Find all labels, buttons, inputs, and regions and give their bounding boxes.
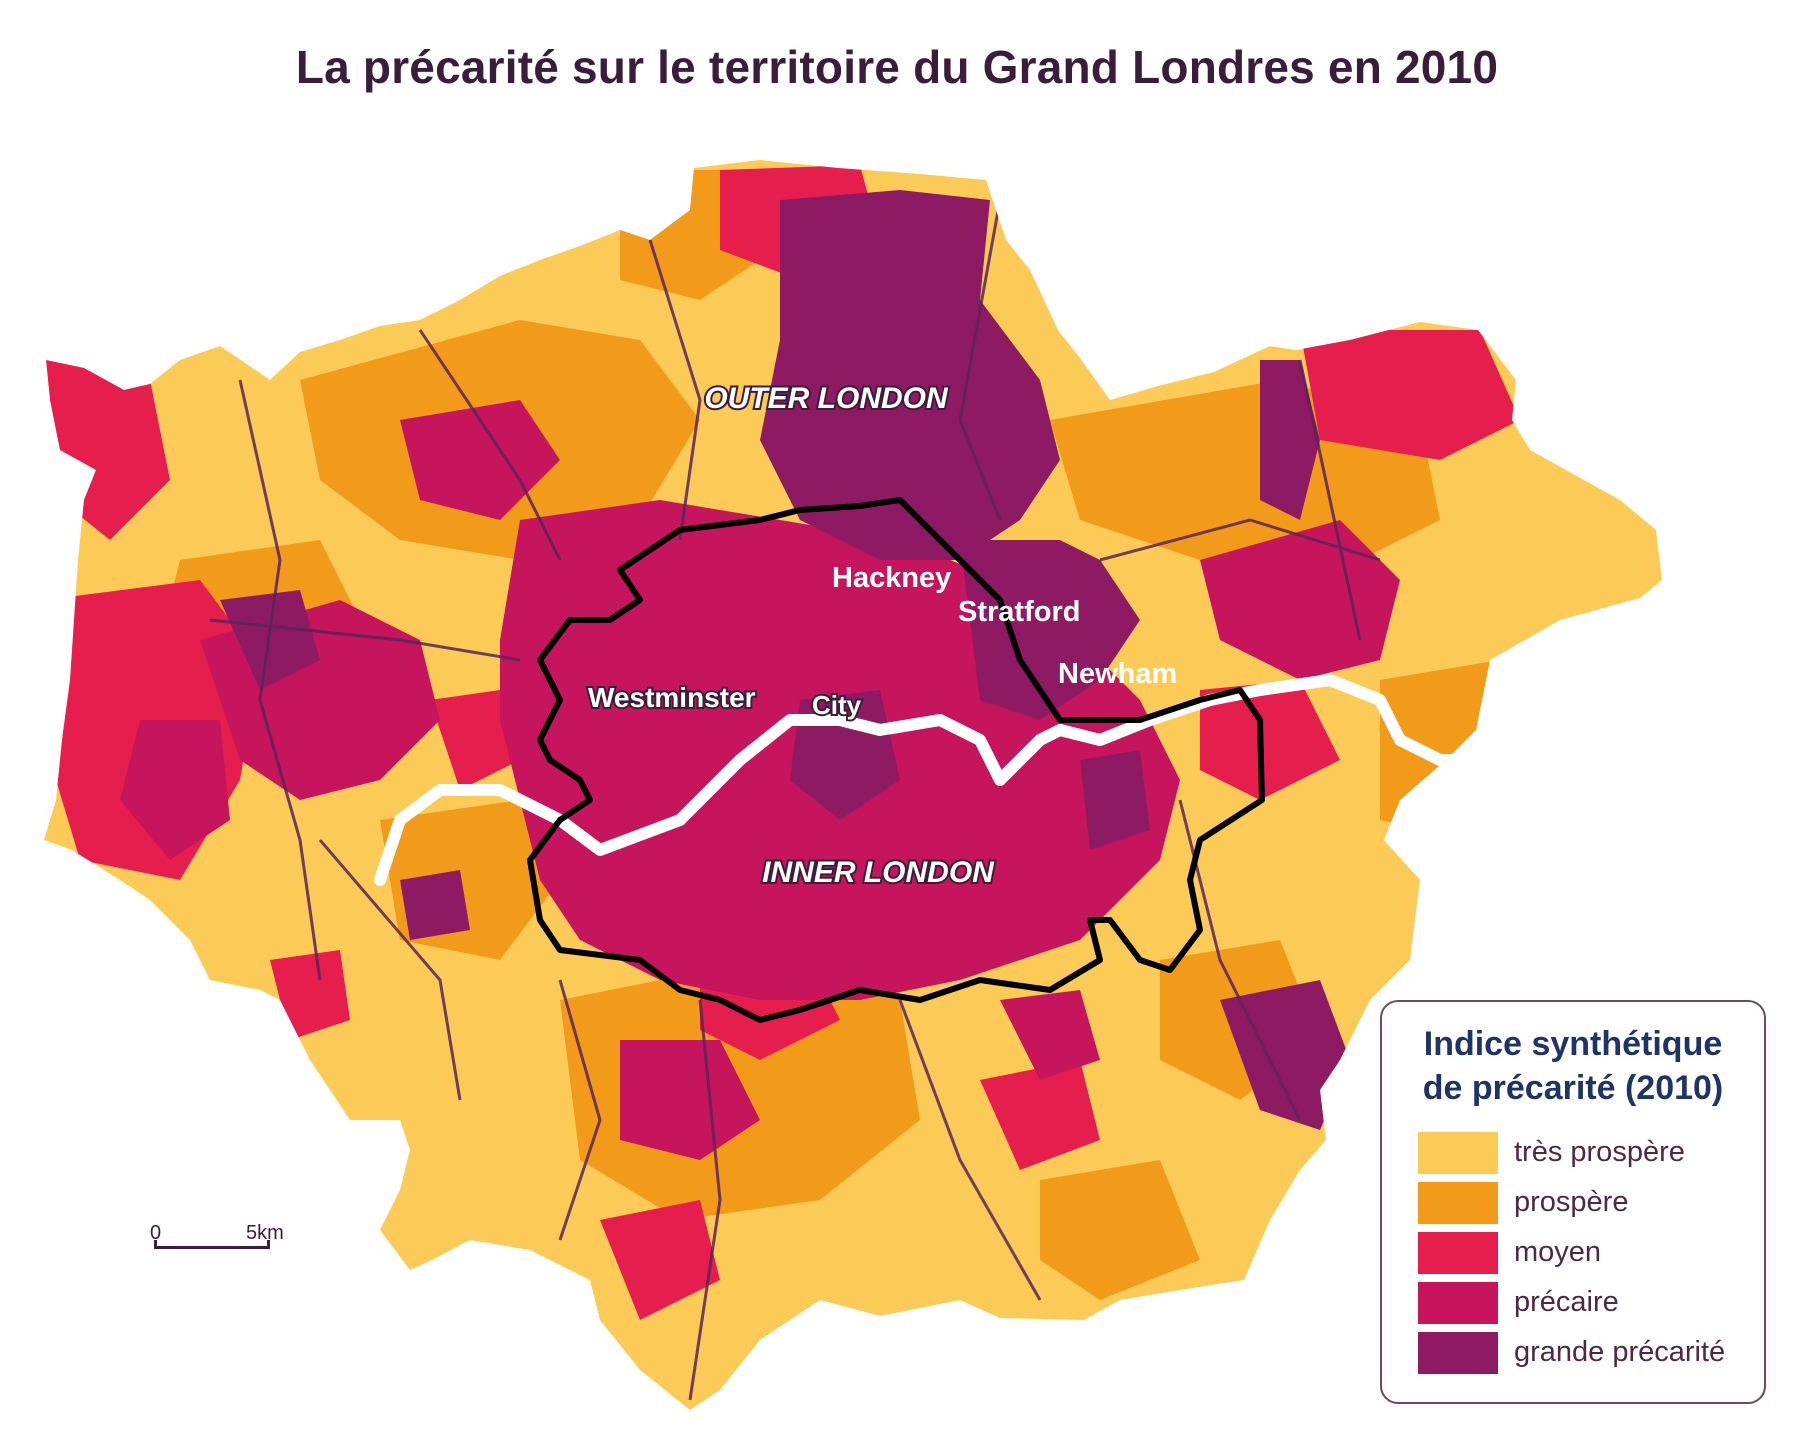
inner-london-boundary (527, 497, 1265, 1023)
legend-item: prospère (1418, 1182, 1748, 1224)
legend-label: grande précarité (1514, 1336, 1726, 1368)
river-thames (374, 674, 1566, 886)
label-hackney: Hackney (832, 562, 951, 594)
zones-grande-precarite (220, 190, 1350, 1130)
legend-item: moyen (1418, 1232, 1748, 1274)
label-outer-london: OUTER LONDON (704, 382, 949, 415)
legend-label: précaire (1514, 1286, 1619, 1318)
legend-swatch (1418, 1332, 1498, 1374)
legend-label: très prospère (1514, 1136, 1685, 1168)
legend-item: précaire (1418, 1282, 1748, 1324)
legend-label: moyen (1514, 1236, 1602, 1268)
legend: Indice synthétique de précarité (2010) t… (1380, 1000, 1766, 1404)
scale-bar: 0 5km (150, 1222, 284, 1252)
scale-tick-right (267, 1240, 270, 1249)
label-city: City (812, 690, 862, 720)
legend-swatch (1418, 1182, 1498, 1224)
legend-title-line2: de précarité (2010) (1422, 1069, 1724, 1107)
scale-line (154, 1246, 270, 1249)
legend-label: prospère (1514, 1186, 1629, 1218)
legend-title: Indice synthétique de précarité (2010) (1382, 1022, 1764, 1110)
legend-title-line1: Indice synthétique (1423, 1025, 1723, 1063)
legend-swatch (1418, 1232, 1498, 1274)
legend-item: très prospère (1418, 1132, 1748, 1174)
label-westminster: Westminster (588, 682, 756, 713)
label-inner-london: INNER LONDON (762, 856, 995, 889)
label-newham: Newham (1058, 658, 1177, 690)
map-title: La précarité sur le territoire du Grand … (295, 41, 1499, 93)
borough-boundaries (209, 199, 1381, 1401)
legend-swatch (1418, 1132, 1498, 1174)
label-stratford: Stratford (958, 596, 1080, 628)
legend-swatch (1418, 1282, 1498, 1324)
scale-distance-label: 5km (246, 1222, 284, 1244)
legend-item: grande précarité (1418, 1332, 1748, 1374)
scale-tick-left (154, 1240, 157, 1249)
scale-zero-label: 0 (150, 1222, 162, 1244)
